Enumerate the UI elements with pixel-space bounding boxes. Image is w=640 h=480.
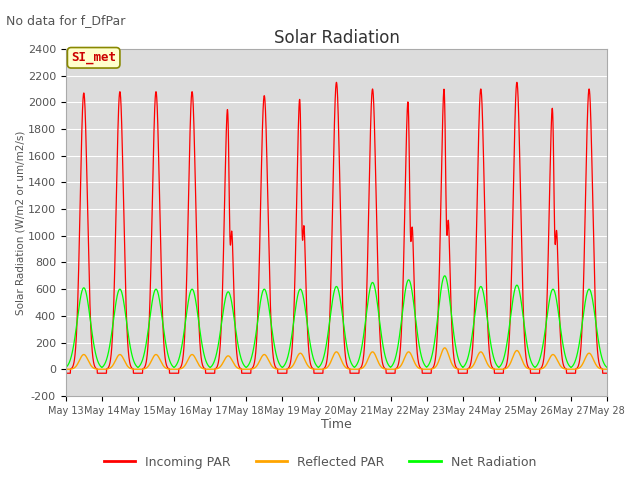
Reflected PAR bbox=[318, 366, 326, 372]
X-axis label: Time: Time bbox=[321, 419, 352, 432]
Incoming PAR bbox=[604, 371, 611, 376]
Incoming PAR bbox=[473, 217, 481, 223]
Net Radiation bbox=[458, 363, 465, 369]
Incoming PAR bbox=[333, 79, 340, 85]
Text: No data for f_DfPar: No data for f_DfPar bbox=[6, 14, 126, 27]
Incoming PAR bbox=[246, 371, 253, 376]
Incoming PAR bbox=[318, 371, 326, 376]
Net Radiation bbox=[318, 360, 326, 365]
Net Radiation bbox=[441, 273, 449, 279]
Incoming PAR bbox=[574, 364, 582, 370]
Y-axis label: Solar Radiation (W/m2 or um/m2/s): Solar Radiation (W/m2 or um/m2/s) bbox=[15, 130, 25, 314]
Reflected PAR bbox=[246, 366, 253, 372]
Reflected PAR bbox=[604, 366, 611, 372]
Incoming PAR bbox=[580, 248, 588, 253]
Net Radiation bbox=[473, 298, 481, 303]
Legend: Incoming PAR, Reflected PAR, Net Radiation: Incoming PAR, Reflected PAR, Net Radiati… bbox=[99, 451, 541, 474]
Line: Net Radiation: Net Radiation bbox=[66, 276, 607, 368]
Incoming PAR bbox=[62, 371, 70, 376]
Reflected PAR bbox=[441, 345, 449, 351]
Net Radiation bbox=[246, 360, 253, 365]
Text: SI_met: SI_met bbox=[71, 51, 116, 64]
Title: Solar Radiation: Solar Radiation bbox=[273, 29, 399, 48]
Reflected PAR bbox=[458, 366, 465, 372]
Reflected PAR bbox=[580, 358, 588, 363]
Reflected PAR bbox=[473, 355, 481, 361]
Net Radiation bbox=[574, 349, 582, 355]
Net Radiation bbox=[206, 365, 214, 371]
Incoming PAR bbox=[458, 371, 465, 376]
Line: Incoming PAR: Incoming PAR bbox=[66, 82, 607, 373]
Net Radiation bbox=[580, 304, 588, 310]
Line: Reflected PAR: Reflected PAR bbox=[66, 348, 607, 369]
Net Radiation bbox=[604, 365, 611, 371]
Net Radiation bbox=[62, 365, 70, 371]
Reflected PAR bbox=[574, 366, 582, 372]
Reflected PAR bbox=[62, 366, 70, 372]
